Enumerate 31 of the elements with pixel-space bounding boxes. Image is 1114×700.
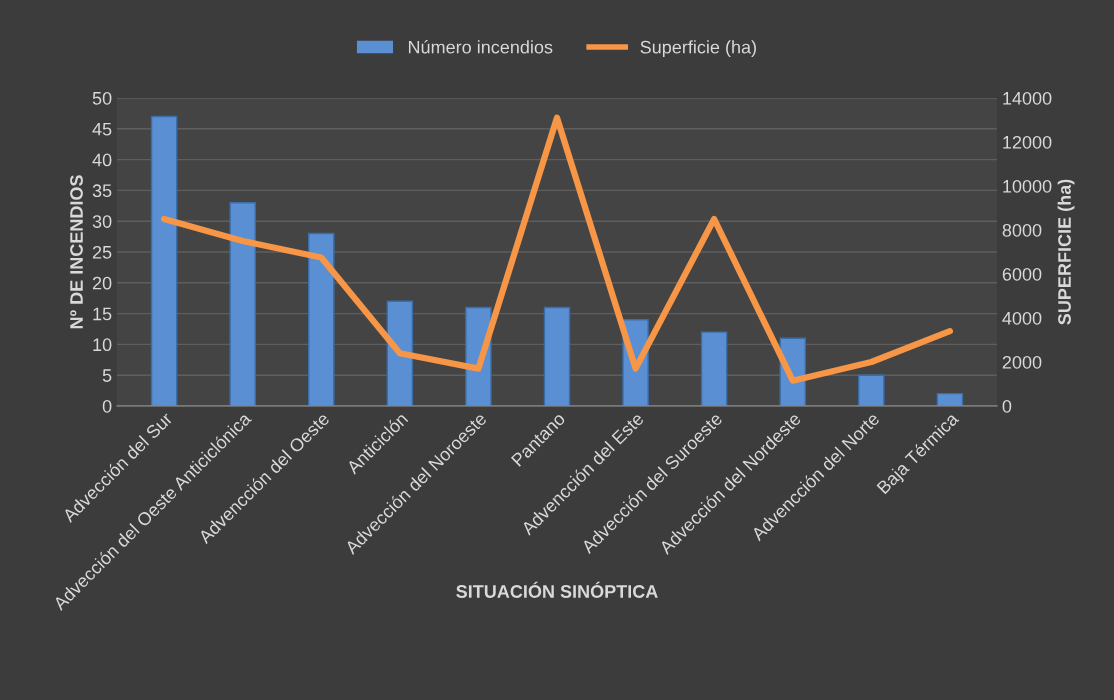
bar (308, 232, 335, 406)
y2-tick-label: 12000 (1003, 135, 1052, 149)
y-tick-label: 35 (92, 184, 112, 198)
y-tick-label: 15 (93, 307, 112, 321)
y-tick-label: 40 (92, 153, 112, 167)
bar (700, 331, 728, 406)
y2-tick-label: 6000 (1002, 267, 1042, 281)
y-tick-label: 10 (93, 338, 112, 352)
legend-label: Superficie (ha) (640, 40, 756, 58)
bar (229, 202, 256, 406)
x-axis-title: SITUACIÓN SINÓPTICA (456, 581, 658, 598)
bar (936, 392, 964, 406)
y-tick-label: 20 (92, 276, 112, 290)
y2-tick-label: 2000 (1002, 355, 1042, 369)
y2-tick-label: 8000 (1002, 223, 1042, 237)
bar (858, 374, 885, 406)
y-tick-label: 25 (92, 245, 112, 259)
legend-label: Número incendios (408, 40, 553, 54)
y-tick-label: 0 (102, 399, 112, 413)
y2-tick-label: 0 (1002, 399, 1012, 413)
y2-tick-label: 4000 (1002, 311, 1042, 325)
y-tick-label: 5 (102, 369, 112, 382)
bar (150, 115, 178, 406)
y2-axis-title: SUPERFICIE (ha) (1057, 179, 1075, 325)
y-tick-label: 50 (92, 91, 112, 105)
y-tick-label: 30 (92, 215, 112, 228)
y2-tick-label: 10000 (1003, 179, 1052, 193)
bar (543, 306, 571, 406)
y-tick-label: 45 (92, 122, 112, 136)
y-axis-title: Nº DE INCENDIOS (70, 175, 83, 329)
y2-tick-label: 14000 (1003, 91, 1052, 105)
